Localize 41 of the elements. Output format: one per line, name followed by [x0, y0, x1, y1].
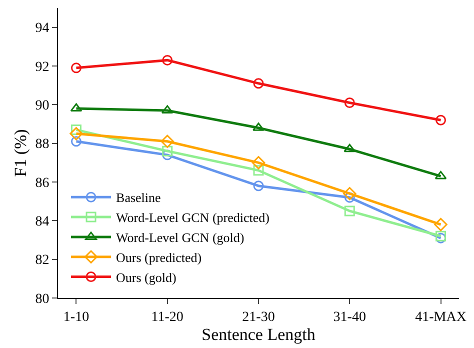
point — [344, 144, 356, 152]
point — [344, 206, 355, 216]
point — [70, 62, 82, 74]
point — [252, 156, 266, 170]
point — [70, 127, 83, 140]
point — [162, 54, 173, 66]
legend-label: Ours (gold) — [116, 270, 176, 285]
point — [344, 97, 355, 108]
point — [162, 150, 173, 160]
y-tick-label: 90 — [35, 98, 50, 114]
y-tick-label: 80 — [35, 292, 50, 307]
point — [253, 165, 264, 176]
y-tick-label: 94 — [35, 21, 50, 36]
y-axis-title: F1 (%) — [10, 129, 30, 177]
x-tick-label: 21-30 — [242, 310, 275, 325]
legend-label: Word-Level GCN (predicted) — [116, 210, 270, 226]
x-tick-label: 41-MAX — [415, 310, 466, 325]
point — [343, 187, 356, 200]
point — [162, 146, 173, 156]
x-tick-label: 31-40 — [333, 310, 366, 325]
point — [70, 136, 82, 147]
point — [434, 218, 448, 232]
point — [436, 114, 446, 126]
y-tick-label: 88 — [35, 137, 50, 152]
y-tick-label: 82 — [35, 253, 50, 268]
legend-label: Word-Level GCN (gold) — [116, 230, 244, 246]
y-tick-label: 86 — [35, 176, 50, 191]
point — [160, 134, 174, 148]
x-axis-title: Sentence Length — [202, 324, 316, 344]
y-tick-label: 84 — [35, 214, 50, 230]
point — [252, 122, 264, 131]
point — [434, 170, 447, 180]
legend-label: Baseline — [116, 190, 162, 206]
point — [253, 180, 264, 192]
point — [253, 78, 264, 89]
legend-label: Ours (predicted) — [116, 250, 202, 265]
y-tick-label: 92 — [35, 60, 50, 75]
x-tick-label: 1-10 — [63, 310, 90, 325]
point — [344, 192, 355, 203]
x-tick-label: 11-20 — [151, 310, 184, 325]
point — [70, 103, 82, 112]
